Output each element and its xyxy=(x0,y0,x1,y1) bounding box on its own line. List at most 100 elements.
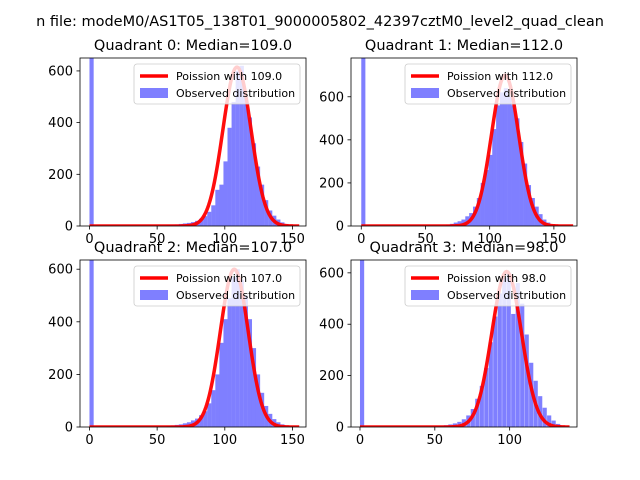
figure-suptitle: n file: modeM0/AS1T05_138T01_9000005802_… xyxy=(36,14,604,30)
fit-curve xyxy=(360,73,574,226)
histogram-bar xyxy=(479,385,484,427)
plot-area xyxy=(360,58,574,226)
histogram-bar xyxy=(235,70,240,226)
histogram-bar xyxy=(211,390,216,427)
histogram-bar xyxy=(231,101,236,226)
histogram-bar xyxy=(207,211,212,226)
y-tick-label: 400 xyxy=(319,318,344,333)
histogram-bar xyxy=(484,170,489,226)
histogram-bar xyxy=(207,403,212,427)
y-tick-label: 200 xyxy=(48,168,73,183)
histogram-bar xyxy=(259,184,265,226)
y-tick-label: 0 xyxy=(65,421,73,436)
histogram-bar xyxy=(219,342,224,427)
legend-swatch-hist xyxy=(411,88,439,98)
histogram-bar xyxy=(251,348,257,427)
histogram-bar xyxy=(243,96,248,226)
histogram-bar xyxy=(476,198,481,226)
legend: Poission with 107.0 Observed distribution xyxy=(133,265,301,307)
axes-frame xyxy=(79,57,307,227)
histogram-bar xyxy=(89,260,94,427)
y-tick-label: 0 xyxy=(336,421,344,436)
y-tick-label: 200 xyxy=(48,368,73,383)
histogram-bar xyxy=(359,260,365,427)
y-tick-label: 600 xyxy=(48,263,73,278)
x-tick-label: 50 xyxy=(417,232,434,247)
histogram-bar xyxy=(227,127,232,226)
plot-area xyxy=(88,260,301,427)
histogram-bar xyxy=(255,374,261,427)
histogram-bar xyxy=(223,319,228,427)
histogram-bar xyxy=(89,58,94,226)
histogram-bar xyxy=(502,277,507,427)
histogram-bar xyxy=(475,398,480,427)
histogram-bar xyxy=(484,367,489,427)
histogram-bar xyxy=(542,407,547,427)
subplot-quadrant-3: 0 50 100 0 200 400 600 Quadrant 3: Median=98.0 P… xyxy=(319,240,578,448)
histogram-bar xyxy=(239,279,244,427)
histogram-bar xyxy=(507,96,512,226)
histogram-bar xyxy=(497,293,502,427)
histogram-bar xyxy=(247,117,253,226)
histogram-bar xyxy=(231,277,236,427)
histogram-bar xyxy=(215,189,220,226)
histogram-bar xyxy=(264,200,269,226)
fit-curve xyxy=(359,269,571,427)
histogram-bar xyxy=(519,142,524,226)
histogram-bar xyxy=(530,198,535,226)
legend-label-fit: Poission with 112.0 xyxy=(447,70,553,83)
histogram-bar xyxy=(215,374,220,427)
x-tick-label: 50 xyxy=(149,433,166,448)
histogram-bar xyxy=(511,105,516,226)
histogram-bar xyxy=(493,316,498,427)
legend-label-fit: Poission with 107.0 xyxy=(176,272,282,285)
legend-swatch-hist xyxy=(411,290,439,300)
histogram-bar xyxy=(492,129,497,226)
y-tick-label: 0 xyxy=(65,220,73,235)
histogram-bar xyxy=(255,166,261,226)
legend-box xyxy=(133,63,301,105)
y-tick-label: 600 xyxy=(319,266,344,281)
legend-box xyxy=(404,63,572,105)
legend-label-hist: Observed distribution xyxy=(176,289,295,302)
subplot-quadrant-2: 0 50 100 150 0 200 400 600 Quadrant 2: Median=10… xyxy=(48,240,307,448)
x-tick-label: 50 xyxy=(427,433,444,448)
histogram-bar xyxy=(457,221,462,226)
histogram-bar xyxy=(243,295,248,427)
panel-title: Quadrant 3: Median=98.0 xyxy=(370,240,559,256)
fit-curve xyxy=(88,267,301,427)
legend-swatch-hist xyxy=(140,88,168,98)
histogram-bar xyxy=(511,313,516,427)
histogram-bar xyxy=(223,161,228,226)
panel-title: Quadrant 2: Median=107.0 xyxy=(94,240,292,256)
x-tick-label: 100 xyxy=(212,433,237,448)
histogram-bar xyxy=(247,319,253,427)
x-tick-label: 150 xyxy=(280,232,305,247)
histogram-bar xyxy=(227,298,232,427)
axes-frame xyxy=(350,259,578,428)
x-tick-label: 50 xyxy=(149,232,166,247)
y-tick-label: 400 xyxy=(48,116,73,131)
histogram-bar xyxy=(211,205,216,226)
fit-curve xyxy=(88,65,301,226)
histogram-bar xyxy=(480,182,485,226)
histogram-bar xyxy=(496,105,501,226)
x-tick-label: 0 xyxy=(85,433,93,448)
histogram-bar xyxy=(520,303,525,427)
legend-box xyxy=(404,265,572,307)
y-tick-label: 600 xyxy=(319,90,344,105)
plot-area xyxy=(359,260,571,427)
histogram-bar xyxy=(499,92,505,226)
panel-title: Quadrant 0: Median=109.0 xyxy=(94,38,292,54)
legend: Poission with 109.0 Observed distribution xyxy=(133,63,301,105)
histogram-bar xyxy=(515,283,520,427)
subplot-quadrant-1: 0 50 100 150 0 200 400 600 Quadrant 1: Median=11… xyxy=(319,38,578,247)
y-tick-label: 0 xyxy=(336,220,344,235)
x-tick-label: 150 xyxy=(541,232,566,247)
subplot-grid: 0 50 100 150 0 200 400 600 Quadrant 0: Median=10… xyxy=(48,38,578,448)
legend: Poission with 98.0 Observed distribution xyxy=(404,265,572,307)
axes-frame xyxy=(350,57,578,227)
histogram-bar xyxy=(551,420,556,427)
y-tick-label: 200 xyxy=(319,369,344,384)
histogram-bar xyxy=(515,118,520,226)
